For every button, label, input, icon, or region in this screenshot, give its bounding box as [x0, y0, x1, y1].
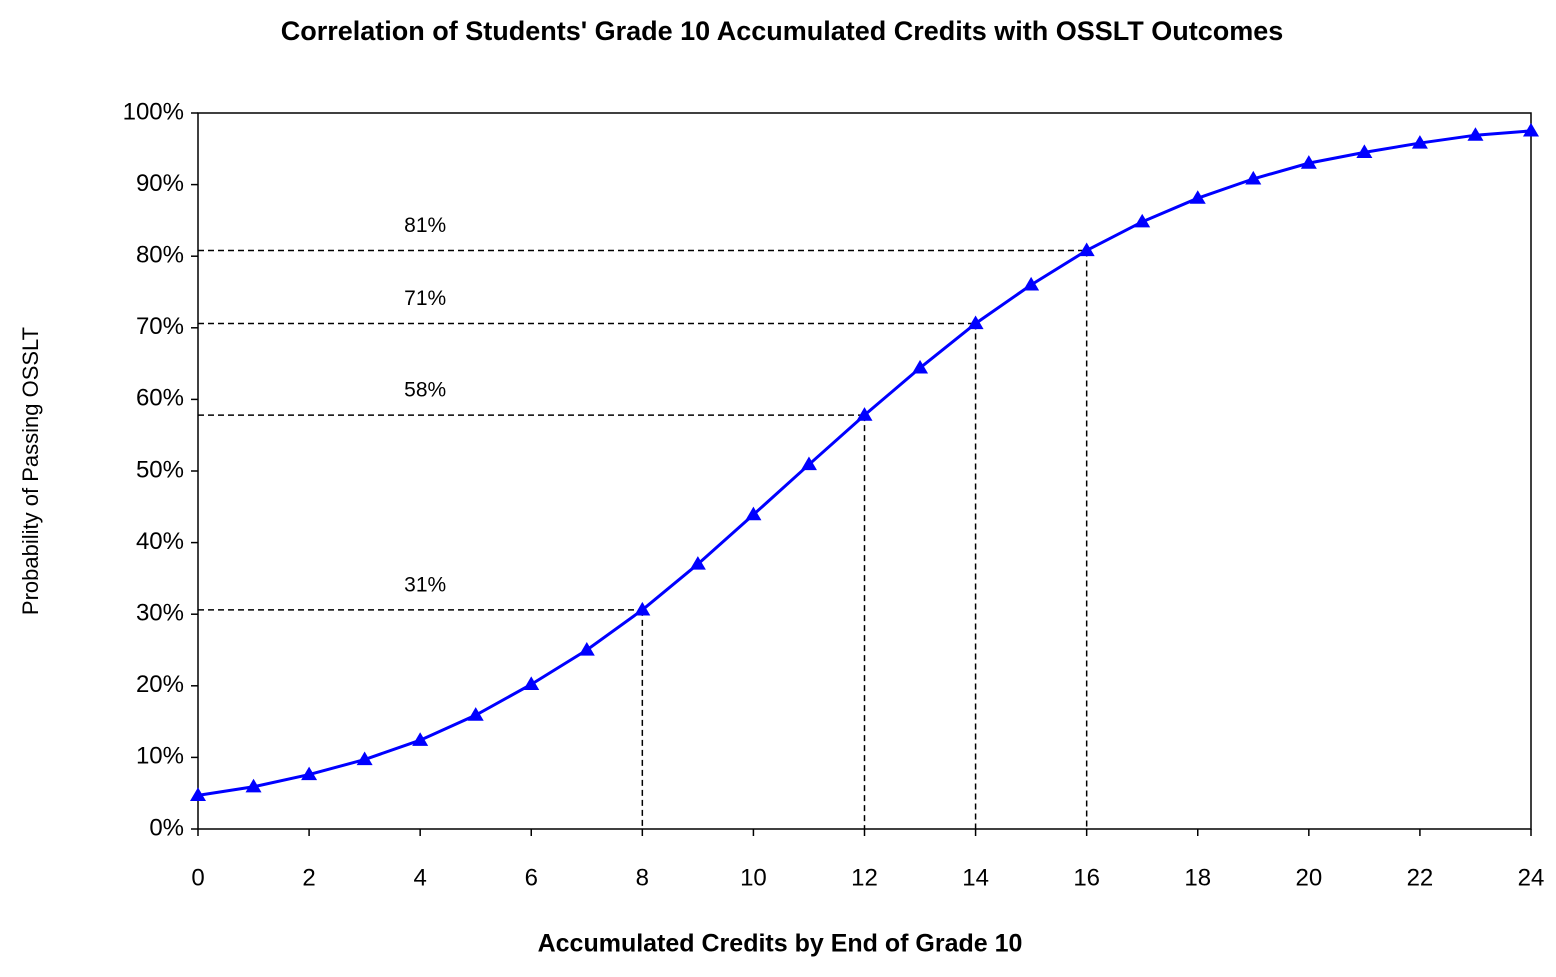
marker — [467, 707, 484, 721]
annotation-label: 31% — [404, 573, 446, 596]
marker — [1467, 127, 1484, 141]
marker — [1411, 135, 1428, 149]
marker — [412, 732, 429, 746]
marker — [190, 787, 206, 801]
x-tick-label: 14 — [962, 864, 989, 891]
marker — [301, 766, 318, 781]
marker — [634, 601, 651, 616]
annotation-label: 81% — [404, 214, 446, 237]
marker — [245, 778, 262, 793]
x-tick-label: 4 — [413, 864, 426, 891]
marker — [1523, 122, 1539, 137]
y-tick-label: 10% — [136, 743, 184, 770]
y-tick-label: 20% — [136, 671, 184, 698]
marker — [1078, 242, 1095, 257]
marker — [578, 642, 595, 656]
y-tick-label: 30% — [136, 600, 184, 627]
x-tick-label: 24 — [1518, 864, 1545, 891]
marker — [1189, 190, 1206, 204]
y-tick-label: 100% — [123, 98, 184, 125]
marker — [1245, 170, 1262, 185]
y-tick-label: 40% — [136, 528, 184, 555]
marker — [523, 676, 540, 690]
marker — [1134, 213, 1151, 228]
y-tick-label: 0% — [149, 814, 184, 841]
marker — [1356, 144, 1373, 158]
marker — [745, 506, 762, 521]
x-tick-label: 22 — [1407, 864, 1434, 891]
x-tick-label: 0 — [191, 864, 204, 891]
x-tick-label: 16 — [1073, 864, 1100, 891]
x-tick-label: 6 — [525, 864, 538, 891]
x-tick-label: 20 — [1295, 864, 1322, 891]
marker — [1300, 155, 1317, 169]
x-tick-label: 10 — [740, 864, 767, 891]
marker — [912, 359, 929, 374]
annotation-label: 71% — [404, 287, 446, 310]
marker — [356, 751, 373, 766]
marker — [856, 407, 873, 421]
x-tick-label: 8 — [636, 864, 649, 891]
chart-title: Correlation of Students' Grade 10 Accumu… — [280, 16, 1284, 46]
y-axis-label: Probability of Passing OSSLT — [18, 327, 43, 615]
y-tick-label: 90% — [136, 170, 184, 197]
y-tick-label: 60% — [136, 385, 184, 412]
x-tick-label: 12 — [851, 864, 878, 891]
annotation-label: 58% — [404, 379, 446, 402]
marker — [689, 556, 706, 570]
y-tick-label: 70% — [136, 313, 184, 340]
x-axis-label: Accumulated Credits by End of Grade 10 — [538, 930, 1023, 958]
x-tick-label: 18 — [1184, 864, 1211, 891]
y-tick-label: 80% — [136, 242, 184, 269]
x-tick-label: 2 — [302, 864, 315, 891]
marker — [800, 456, 817, 471]
marker — [967, 315, 984, 330]
marker — [1023, 276, 1040, 291]
y-tick-label: 50% — [136, 456, 184, 483]
